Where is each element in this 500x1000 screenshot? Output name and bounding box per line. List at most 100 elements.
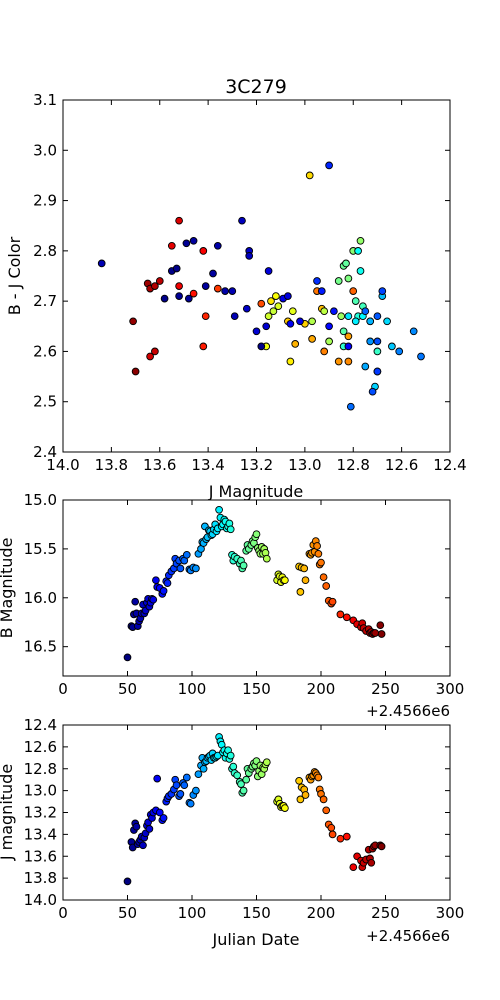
x-tick-label: 13.4 <box>191 456 224 474</box>
data-point <box>315 774 322 781</box>
y-axis-label: B Magnitude <box>0 538 16 639</box>
data-point <box>362 308 369 315</box>
data-point <box>153 577 160 584</box>
data-point <box>164 580 171 587</box>
data-point <box>287 358 294 365</box>
data-point <box>326 323 333 330</box>
data-point <box>367 338 374 345</box>
x-tick-label: 13.6 <box>143 456 176 474</box>
data-point <box>355 248 362 255</box>
data-point <box>222 288 229 295</box>
data-point <box>345 343 352 350</box>
data-point <box>161 295 168 302</box>
data-point <box>282 577 289 584</box>
x-tick-label: 13.0 <box>288 456 321 474</box>
data-point <box>285 293 292 300</box>
data-point <box>160 815 167 822</box>
data-point <box>168 242 175 249</box>
data-point <box>343 260 350 267</box>
data-point <box>338 313 345 320</box>
data-point <box>239 217 246 224</box>
y-tick-label: 16.0 <box>24 589 57 607</box>
y-tick-label: 12.6 <box>24 738 57 756</box>
data-point <box>337 835 344 842</box>
x-tick-label: 50 <box>118 680 137 698</box>
data-point <box>177 791 184 798</box>
data-point <box>140 842 147 849</box>
data-point <box>231 313 238 320</box>
data-point <box>357 237 364 244</box>
data-point <box>133 823 140 830</box>
data-point <box>265 268 272 275</box>
data-point <box>229 288 236 295</box>
data-point <box>297 318 304 325</box>
data-point <box>314 543 321 550</box>
data-point <box>410 328 417 335</box>
data-point <box>176 217 183 224</box>
data-point <box>253 328 260 335</box>
data-point <box>389 343 396 350</box>
data-point <box>374 348 381 355</box>
y-tick-label: 2.5 <box>33 393 57 411</box>
data-point <box>216 506 223 513</box>
data-point <box>352 298 359 305</box>
data-point <box>195 771 202 778</box>
data-point <box>345 275 352 282</box>
data-point <box>335 278 342 285</box>
data-point <box>347 403 354 410</box>
data-point <box>318 288 325 295</box>
data-point <box>173 265 180 272</box>
data-point <box>156 278 163 285</box>
data-point <box>374 368 381 375</box>
y-axis-label: J magnitude <box>0 764 16 861</box>
data-point <box>289 308 296 315</box>
data-point <box>321 348 328 355</box>
data-point <box>183 240 190 247</box>
data-point <box>297 589 304 596</box>
data-point <box>396 348 403 355</box>
data-point <box>202 313 209 320</box>
data-point <box>258 300 265 307</box>
y-tick-label: 13.6 <box>24 847 57 865</box>
data-point <box>177 565 184 572</box>
y-tick-label: 15.5 <box>24 540 57 558</box>
data-point <box>335 358 342 365</box>
y-tick-label: 13.0 <box>24 782 57 800</box>
x-tick-label: 50 <box>118 904 137 922</box>
data-point <box>147 353 154 360</box>
data-point <box>176 293 183 300</box>
y-tick-label: 13.2 <box>24 804 57 822</box>
chart-title: 3C279 <box>225 76 287 98</box>
data-point <box>270 308 277 315</box>
data-point <box>326 162 333 169</box>
y-tick-label: 2.9 <box>33 192 57 210</box>
data-point <box>318 559 325 566</box>
data-point <box>362 363 369 370</box>
x-tick-label: 250 <box>371 904 400 922</box>
data-point <box>98 260 105 267</box>
data-point <box>337 611 344 618</box>
data-point <box>302 792 309 799</box>
x-tick-label: 150 <box>242 904 271 922</box>
x-tick-label: 200 <box>307 680 336 698</box>
data-point <box>263 323 270 330</box>
data-point <box>193 787 200 794</box>
data-point <box>340 328 347 335</box>
data-point <box>374 338 381 345</box>
data-point <box>183 774 190 781</box>
data-point <box>263 759 270 766</box>
data-point <box>193 565 200 572</box>
data-point <box>243 305 250 312</box>
y-axis-label: B - J Color <box>5 236 24 315</box>
data-point <box>350 864 357 871</box>
data-point <box>369 388 376 395</box>
x-tick-label: 300 <box>436 680 465 698</box>
data-point <box>296 777 303 784</box>
data-point <box>214 242 221 249</box>
data-point <box>187 800 194 807</box>
data-point <box>323 583 330 590</box>
data-point <box>345 313 352 320</box>
data-point <box>329 831 336 838</box>
data-point <box>320 574 327 581</box>
